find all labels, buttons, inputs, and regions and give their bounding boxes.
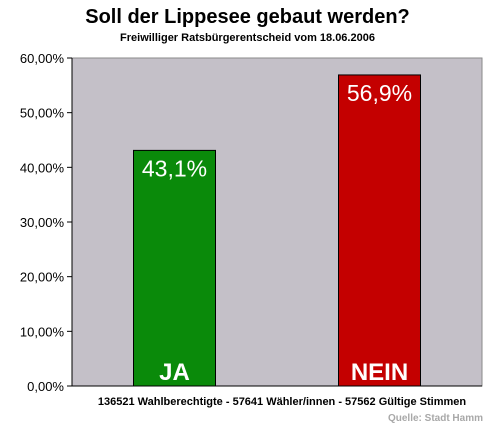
y-tick-label: 30,00% (20, 215, 65, 230)
y-tick-label: 0,00% (27, 379, 64, 394)
bar-category-label: NEIN (351, 359, 408, 386)
y-tick-label: 50,00% (20, 106, 65, 121)
chart-subtitle: Freiwilliger Ratsbürgerentscheid vom 18.… (120, 32, 375, 44)
bar-value-label: 56,9% (347, 80, 412, 106)
bar-ja (133, 149, 216, 387)
y-tick-label: 40,00% (20, 160, 65, 175)
source-note: Quelle: Stadt Hamm (387, 413, 483, 424)
bar-value-label: 43,1% (142, 155, 207, 181)
bar-nein (338, 74, 421, 387)
chart-title: Soll der Lippesee gebaut werden? (85, 6, 410, 28)
y-tick-label: 60,00% (20, 51, 65, 66)
y-tick-label: 20,00% (20, 270, 65, 285)
x-axis-label: 136521 Wahlberechtigte - 57641 Wähler/in… (97, 396, 467, 408)
y-tick-label: 10,00% (20, 324, 65, 339)
bar-category-label: JA (159, 359, 190, 386)
